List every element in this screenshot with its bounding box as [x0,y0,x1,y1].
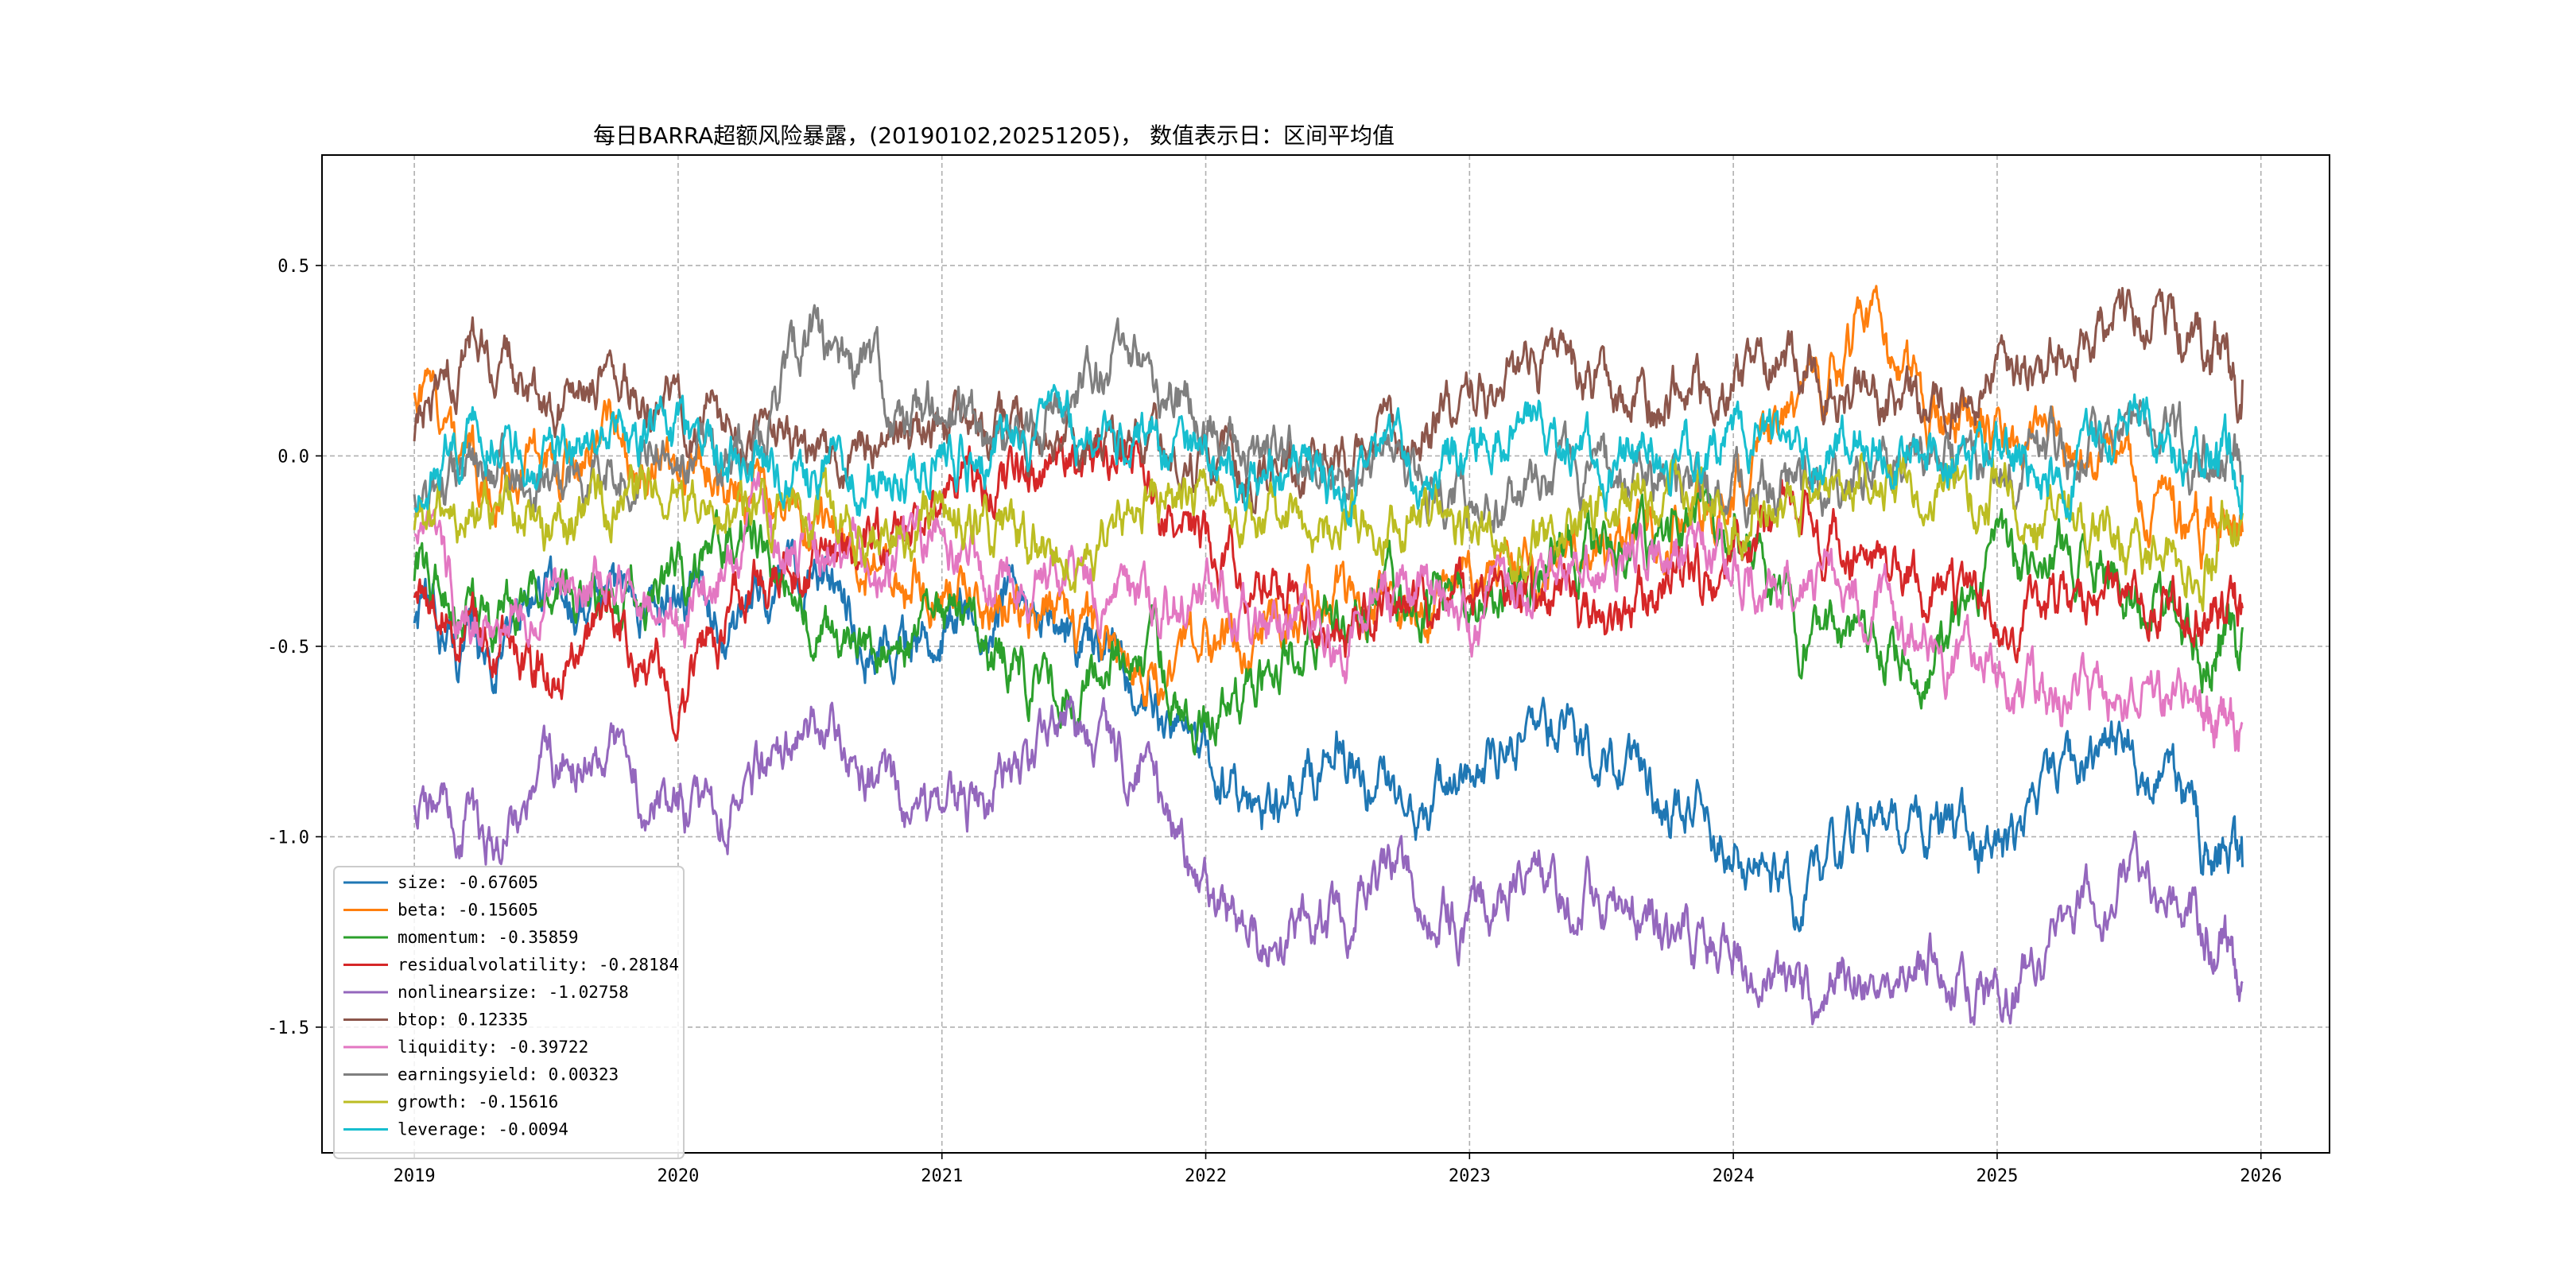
legend-label-liquidity: liquidity: -0.39722 [398,1038,588,1057]
series-line-momentum [413,483,2244,756]
series-line-nonlinearsize [413,695,2244,1026]
legend-label-momentum: momentum: -0.35859 [398,928,579,947]
chart-title: 每日BARRA超额风险暴露，(20190102,20251205)， 数值表示日… [593,122,1395,149]
y-tick-label: -1.5 [267,1018,309,1038]
legend-label-nonlinearsize: nonlinearsize: -1.02758 [398,983,629,1002]
x-tick-label: 2024 [1713,1166,1755,1186]
legend: size: -0.67605 beta: -0.15605 momentum: -0… [333,866,685,1159]
legend-label-earningsyield: earningsyield: 0.00323 [398,1065,619,1084]
x-tick-label: 2020 [657,1166,699,1186]
legend-label-growth: growth: -0.15616 [398,1092,558,1111]
y-tick-label: 0.0 [277,447,309,467]
legend-label-btop: btop: 0.12335 [398,1011,528,1030]
plot-lines [413,285,2244,1026]
axes-frame [321,154,2330,1154]
x-tick-label: 2025 [1976,1166,2018,1186]
series-line-residualvolatility [413,429,2244,742]
x-tick-label: 2026 [2240,1166,2282,1186]
x-tick-label: 2019 [394,1166,436,1186]
y-tick-label: -1.0 [267,828,309,848]
legend-box [333,866,685,1159]
legend-label-leverage: leverage: -0.0094 [398,1120,568,1139]
x-tick-label: 2022 [1185,1166,1227,1186]
series-line-size [413,538,2244,933]
legend-label-size: size: -0.67605 [398,873,538,892]
y-tick-label: -0.5 [267,638,309,658]
series-line-btop [413,286,2244,514]
series-line-leverage [413,383,2244,528]
legend-label-beta: beta: -0.15605 [398,901,538,920]
series-line-growth [413,452,2244,612]
x-tick-label: 2023 [1449,1166,1491,1186]
legend-label-residualvolatility: residualvolatility: -0.28184 [398,956,679,975]
x-tick-label: 2021 [921,1166,963,1186]
series-line-liquidity [413,471,2244,752]
y-tick-label: 0.5 [277,257,309,277]
